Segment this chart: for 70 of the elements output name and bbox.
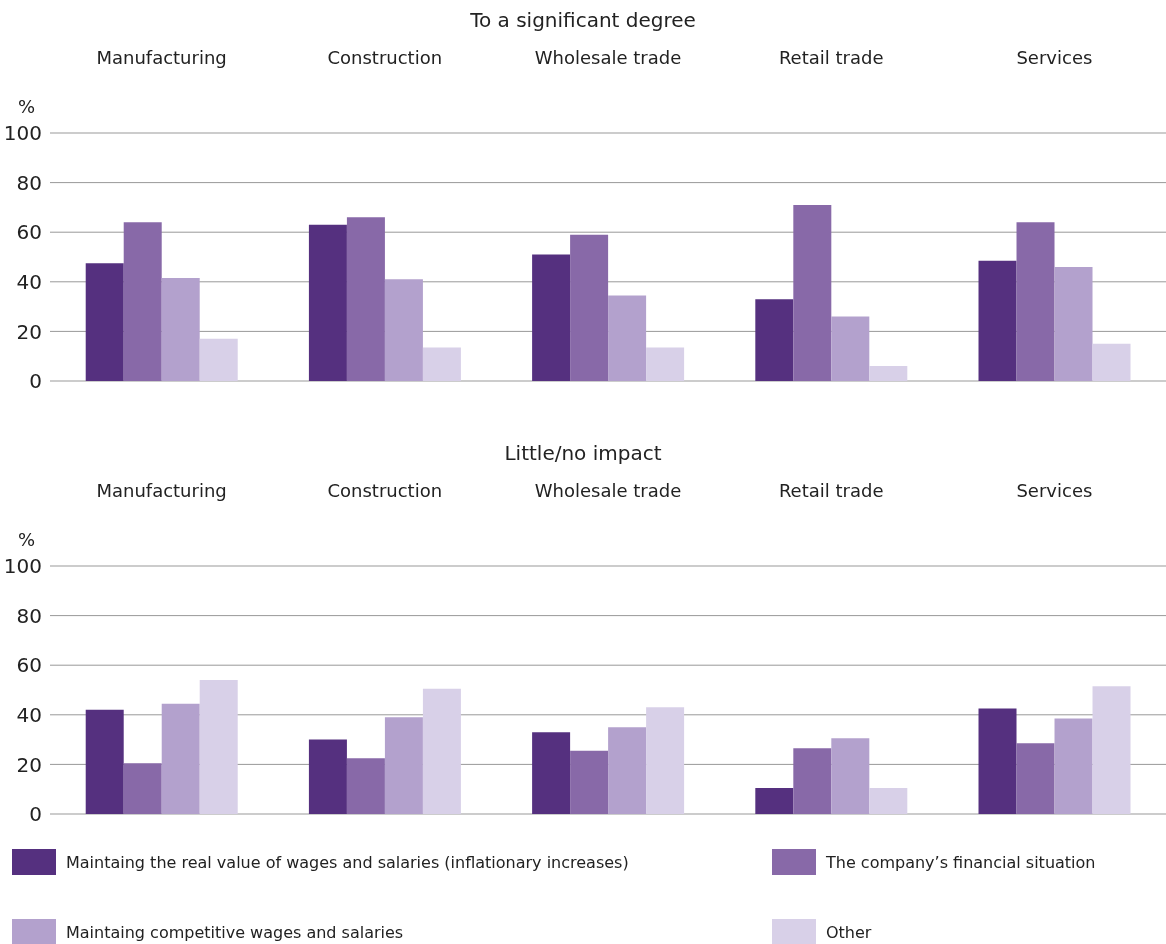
y-tick-label: 40 <box>16 702 42 727</box>
bar <box>161 703 200 814</box>
bar <box>646 347 685 381</box>
y-tick-label: 0 <box>29 369 42 394</box>
bar <box>308 224 347 381</box>
y-axis-title: % <box>18 529 36 550</box>
bar <box>1092 686 1131 814</box>
bar <box>755 787 794 814</box>
x-tick-label: Manufacturing <box>96 47 227 68</box>
x-tick-label: Wholesale trade <box>534 47 682 68</box>
chart-title: To a significant degree <box>469 8 697 32</box>
bar <box>532 254 571 381</box>
bar <box>346 758 385 814</box>
bar <box>1016 743 1055 814</box>
x-tick-label: Services <box>1016 47 1093 68</box>
bar <box>869 366 908 381</box>
y-tick-label: 80 <box>16 603 42 628</box>
y-tick-label: 100 <box>3 554 42 579</box>
bar <box>793 748 832 814</box>
y-tick-label: 60 <box>16 653 42 678</box>
bar <box>308 739 347 814</box>
bar <box>608 295 647 381</box>
x-tick-label: Retail trade <box>778 480 884 501</box>
y-tick-label: 60 <box>16 220 42 245</box>
bar <box>755 299 794 381</box>
bar <box>85 263 124 381</box>
bar <box>384 279 423 381</box>
bar <box>608 727 647 814</box>
y-tick-label: 20 <box>16 319 42 344</box>
bar <box>1016 222 1055 381</box>
legend-label: Other <box>826 922 872 942</box>
bar <box>831 316 870 381</box>
y-tick-label: 100 <box>3 121 42 146</box>
legend-label: Maintaing the real value of wages and salaries (inflationary increases) <box>66 852 629 872</box>
bar <box>532 732 571 814</box>
bar <box>1054 718 1093 814</box>
bar <box>1054 266 1093 381</box>
bar <box>570 750 609 814</box>
legend-label: Maintaing competitive wages and salaries <box>66 922 404 942</box>
y-tick-label: 40 <box>16 269 42 294</box>
bar <box>123 222 162 381</box>
bar <box>161 278 200 381</box>
x-tick-label: Construction <box>327 47 443 68</box>
bar <box>646 707 685 814</box>
y-tick-label: 0 <box>29 802 42 827</box>
x-tick-label: Services <box>1016 480 1093 501</box>
bar <box>978 260 1017 381</box>
x-tick-label: Construction <box>327 480 443 501</box>
bar <box>123 763 162 814</box>
x-tick-label: Wholesale trade <box>534 480 682 501</box>
bar <box>199 680 238 814</box>
legend-label: The company’s financial situation <box>826 852 1096 872</box>
bar <box>346 217 385 381</box>
x-tick-label: Retail trade <box>778 47 884 68</box>
y-tick-label: 80 <box>16 170 42 195</box>
bar <box>869 787 908 814</box>
y-tick-label: 20 <box>16 752 42 777</box>
bar <box>422 688 461 814</box>
bar <box>570 234 609 381</box>
bar <box>831 738 870 814</box>
bar <box>199 338 238 381</box>
bar <box>793 204 832 381</box>
x-tick-label: Manufacturing <box>96 480 227 501</box>
bar <box>1092 343 1131 381</box>
bar <box>85 709 124 814</box>
y-axis-title: % <box>18 96 36 117</box>
bar <box>384 717 423 814</box>
chart-title: Little/no impact <box>503 441 663 465</box>
bar <box>422 347 461 381</box>
bar <box>978 708 1017 814</box>
